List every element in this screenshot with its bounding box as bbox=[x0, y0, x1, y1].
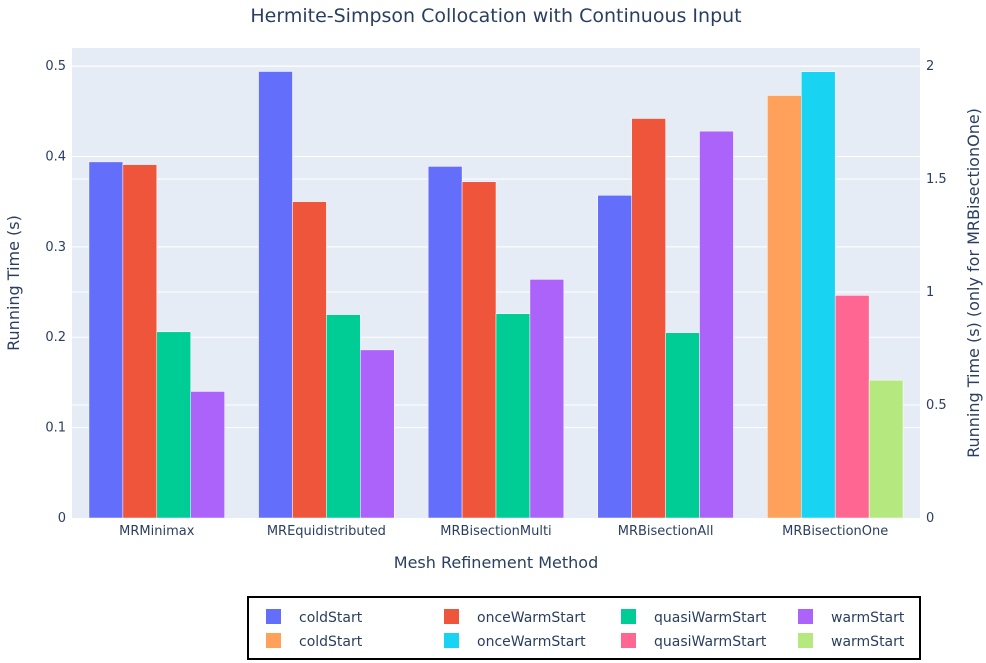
y-axis-ticks: 0 0.1 0.2 0.3 0.4 0.5 bbox=[45, 59, 66, 526]
bar-quasiWarmStart-MRBisectionMulti bbox=[495, 313, 531, 519]
y2-axis-ticks: 0 0.5 1 1.5 2 bbox=[926, 59, 947, 526]
y-tick-label: 0.5 bbox=[45, 59, 66, 74]
chart-title: Hermite-Simpson Collocation with Continu… bbox=[250, 5, 741, 27]
bar-warmStart-MRBisectionAll bbox=[699, 130, 734, 519]
bars bbox=[88, 71, 904, 519]
bar-coldStart-MRBisectionOne bbox=[767, 95, 802, 519]
bar-quasiWarmStart-MRBisectionOne bbox=[834, 295, 870, 519]
legend-swatch bbox=[444, 609, 459, 624]
bar-warmStart-MRBisectionOne bbox=[868, 379, 904, 519]
x-tick-label: MRBisectionAll bbox=[618, 524, 714, 539]
y2-tick-label: 1.5 bbox=[926, 172, 947, 187]
legend-box bbox=[247, 596, 921, 660]
x-axis-title: Mesh Refinement Method bbox=[394, 553, 598, 572]
y2-axis-title: Running Time (s) (only for MRBisectionOn… bbox=[964, 108, 983, 458]
bar-onceWarmStart-MRBisectionAll bbox=[631, 118, 666, 519]
x-tick-label: MRMinimax bbox=[119, 524, 195, 539]
bar-warmStart-MRMinimax bbox=[190, 391, 225, 519]
legend-swatch bbox=[444, 633, 459, 648]
bar-onceWarmStart-MREquidistributed bbox=[292, 201, 327, 519]
x-axis-ticks: MRMinimax MREquidistributed MRBisectionMul… bbox=[119, 524, 888, 539]
y-tick-label: 0.4 bbox=[45, 149, 66, 164]
bar-quasiWarmStart-MRMinimax bbox=[156, 331, 191, 519]
legend-swatch bbox=[798, 633, 813, 648]
bar-coldStart-MRBisectionMulti bbox=[427, 166, 463, 519]
y2-tick-label: 0.5 bbox=[926, 398, 947, 413]
x-tick-label: MRBisectionMulti bbox=[440, 524, 551, 539]
bar-warmStart-MREquidistributed bbox=[360, 349, 395, 519]
bar-onceWarmStart-MRMinimax bbox=[122, 164, 158, 519]
x-tick-label: MRBisectionOne bbox=[782, 524, 888, 539]
legend-label: warmStart bbox=[831, 610, 905, 626]
y-tick-label: 0 bbox=[58, 511, 66, 526]
legend-label: coldStart bbox=[299, 610, 363, 626]
bar-coldStart-MREquidistributed bbox=[258, 71, 293, 519]
bar-coldStart-MRMinimax bbox=[88, 161, 124, 519]
legend-swatch bbox=[621, 609, 636, 624]
legend-swatch bbox=[266, 633, 281, 648]
y-axis-title: Running Time (s) bbox=[4, 215, 23, 351]
y2-tick-label: 0 bbox=[926, 511, 934, 526]
y-tick-label: 0.2 bbox=[45, 330, 66, 345]
legend-label: warmStart bbox=[831, 634, 905, 650]
bar-quasiWarmStart-MRBisectionAll bbox=[665, 332, 700, 519]
bar-onceWarmStart-MRBisectionMulti bbox=[461, 181, 497, 519]
legend-swatch bbox=[621, 633, 636, 648]
bar-onceWarmStart-MRBisectionOne bbox=[801, 71, 836, 519]
legend-label: coldStart bbox=[299, 634, 363, 650]
legend-label: quasiWarmStart bbox=[654, 634, 767, 650]
bar-warmStart-MRBisectionMulti bbox=[529, 279, 565, 519]
legend-label: quasiWarmStart bbox=[654, 610, 767, 626]
legend-swatch bbox=[266, 609, 281, 624]
legend-swatch bbox=[798, 609, 813, 624]
y2-tick-label: 2 bbox=[926, 59, 934, 74]
y2-tick-label: 1 bbox=[926, 285, 934, 300]
y-tick-label: 0.1 bbox=[45, 421, 66, 436]
y-tick-label: 0.3 bbox=[45, 240, 66, 255]
legend-label: onceWarmStart bbox=[477, 610, 586, 626]
bar-coldStart-MRBisectionAll bbox=[597, 195, 632, 519]
legend: coldStart onceWarmStart quasiWarmStart warm… bbox=[247, 596, 921, 660]
legend-label: onceWarmStart bbox=[477, 634, 586, 650]
x-tick-label: MREquidistributed bbox=[267, 524, 386, 539]
bar-quasiWarmStart-MREquidistributed bbox=[326, 314, 361, 519]
